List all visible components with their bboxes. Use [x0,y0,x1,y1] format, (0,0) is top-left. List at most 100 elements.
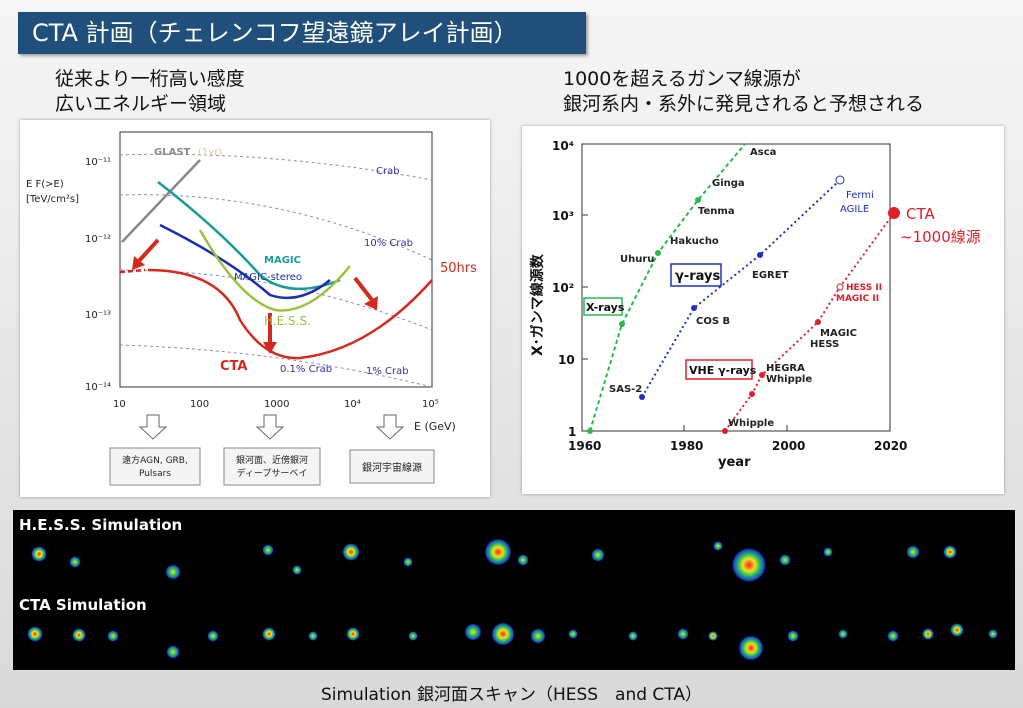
x-tick-4: 10⁵ [422,399,439,410]
cta-extension [119,268,146,274]
crab1-label: 1% Crab [366,366,409,377]
bottom-caption: Simulation 銀河面スキャン（HESS and CTA） [320,685,702,705]
hours-label: 50hrs [440,261,477,276]
y-tick-1: 10⁻¹² [85,234,111,245]
crab01-line [119,344,433,388]
box-agn-line1: 遠方AGN, GRB, [122,454,188,466]
crab10-line [119,194,433,261]
y-tick-2: 10⁻¹³ [85,310,111,321]
grays-tag [670,263,722,287]
magic-curve [157,181,341,291]
asca-label: Asca [750,147,776,158]
y-tick-0: 10⁴ [552,139,574,153]
box-galactic-plane [223,447,321,486]
cta-simulation-label: CTA Simulation [19,596,147,614]
vhe-tag [685,359,753,380]
grays-tag-label: γ-rays [675,269,721,284]
x-tick-1: 1980 [670,439,703,453]
hakucho-label: Hakucho [670,236,719,247]
source-count-panel: 10⁴ 10³ 10² 10 1 1960 1980 2000 2020 yea… [522,126,1004,494]
x-tick-0: 1960 [568,439,601,453]
cta-curve [147,268,433,360]
hess-curve [198,229,351,312]
sensitivity-chart: GLAST (1yr) MAGIC MAGIC-stereo H.E.S.S. … [26,131,477,486]
cta-annotation-1: CTA [906,205,935,223]
glast-label: GLAST [154,147,191,158]
x-tick-3: 10⁴ [344,399,361,410]
box-galactic-plane-line2: ディープサーベイ [237,467,308,479]
arrow-right-head [364,296,378,310]
glast-curve [121,159,201,243]
down-arrow-2 [255,414,285,440]
fermi-point [835,175,845,185]
x-tick-2: 1000 [264,399,289,410]
cosb-label: COS B [696,316,730,327]
cta-annotation-2: ~1000線源 [900,228,981,246]
arrow-left [136,238,160,264]
left-caption-line2: 広いエネルギー領域 [55,93,227,115]
hess2-point [836,283,844,291]
y-axis-label-2: [TeV/cm²s] [26,194,79,205]
y-tick-3: 10⁻¹⁴ [85,382,111,393]
box-galactic-plane-line1: 銀河面、近傍銀河 [236,454,308,466]
box-cosmic-ray [349,449,435,484]
x-axis-label: year [718,455,751,470]
left-caption-line1: 従来より一桁高い感度 [55,68,245,90]
magic2-label: MAGIC II [836,294,879,304]
crab-label: Crab [376,166,400,177]
source-count-chart: 10⁴ 10³ 10² 10 1 1960 1980 2000 2020 yea… [529,139,981,470]
egret-label: EGRET [752,270,789,281]
whipple-label: Whipple [728,418,774,429]
gamma-series [641,179,841,398]
x-tick-3: 2020 [874,439,907,453]
crab01-label: 0.1% Crab [280,364,332,375]
slide-title: CTA 計画（チェレンコフ望遠鏡アレイ計画） [18,12,586,54]
magic-label: MAGIC [264,255,301,266]
agile-label: AGILE [840,204,869,215]
tenma-label: Tenma [698,206,735,217]
crab-line [119,153,433,181]
glast-note: (1yr) [198,147,222,158]
vhe-series [724,212,895,432]
x-tick-2: 2000 [772,439,805,453]
hess-label: H.E.S.S. [264,314,311,328]
hess2-label: HESS II [846,283,882,293]
right-caption-line2: 銀河系内・系外に発見されると予想される [563,93,925,115]
sensitivity-panel: GLAST (1yr) MAGIC MAGIC-stereo H.E.S.S. … [20,120,490,497]
hegra-label: HEGRA [766,363,805,374]
uhuru-label: Uhuru [620,254,654,265]
crab10-label: 10% Crab [364,238,413,249]
x-tick-0: 10 [113,399,126,410]
y-axis-label-1: E F(>E) [26,179,64,190]
y-tick-1: 10³ [552,209,574,223]
hess-sim-sources [31,538,957,583]
box-cosmic-ray-label: 銀河宇宙線源 [362,461,422,474]
arrow-left-head [132,256,145,270]
y-tick-3: 10 [558,353,575,367]
galactic-plane-simulation: H.E.S.S. Simulation CTA Simulation [13,510,1015,670]
x-axis-label: E (GeV) [414,420,456,433]
hess-label: HESS [810,339,839,350]
box-agn [109,447,201,486]
down-arrow-3 [375,414,405,440]
simulation-image [27,538,998,661]
cta-label: CTA [220,359,247,374]
vhe-tag-label: VHE γ-rays [689,364,757,377]
sas2-label: SAS-2 [609,384,642,395]
left-caption: 従来より一桁高い感度 広いエネルギー領域 [55,67,245,117]
down-arrow-1 [138,414,168,440]
right-caption-line1: 1000を超えるガンマ線源が [563,68,801,90]
xrays-tag [583,297,623,316]
box-agn-line2: Pulsars [139,469,171,479]
whipple2-label: Whipple [766,374,812,385]
arrow-mid-head [263,342,277,354]
y-axis-label: X･ガンマ線源数 [529,253,546,356]
right-caption: 1000を超えるガンマ線源が 銀河系内・系外に発見されると予想される [563,67,924,117]
magic-label: MAGIC [820,328,857,339]
magic-stereo-curve [159,223,331,300]
magic-stereo-label: MAGIC-stereo [234,272,302,283]
x-tick-1: 100 [190,399,209,410]
y-tick-4: 1 [568,425,576,439]
cta-point [888,207,900,219]
arrow-right [353,276,374,302]
